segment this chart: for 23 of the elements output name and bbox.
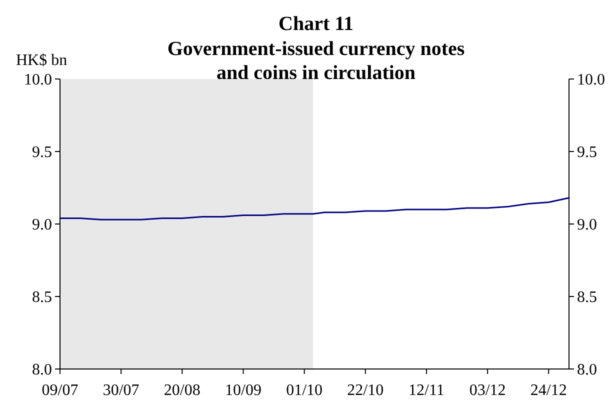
x-tick-label: 24/12 xyxy=(530,382,567,399)
y-tick-label: 8.0 xyxy=(32,362,52,379)
x-tick-label: 01/10 xyxy=(286,382,323,399)
x-tick-label: 09/07 xyxy=(42,382,78,399)
y2-tick-label: 10.0 xyxy=(577,72,605,89)
y2-tick-label: 9.5 xyxy=(577,144,597,162)
x-tick-label: 30/07 xyxy=(102,382,140,399)
x-tick-label: 20/08 xyxy=(164,382,200,399)
y-tick-label: 9.5 xyxy=(32,144,52,162)
line-series xyxy=(59,197,570,220)
x-tick-label: 22/10 xyxy=(347,382,384,399)
y2-tick-label: 9.0 xyxy=(577,216,597,234)
x-tick-label: 03/12 xyxy=(469,382,506,399)
y-tick-label: 8.5 xyxy=(32,289,52,306)
y2-tick-label: 8.5 xyxy=(577,289,597,306)
y-axis-title: HK$ bn xyxy=(16,52,68,69)
y2-tick-label: 8.0 xyxy=(577,362,597,379)
y-tick-label: 10.0 xyxy=(24,72,52,89)
x-tick-label: 10/09 xyxy=(225,382,262,399)
chart-title: Chart 11 xyxy=(278,13,354,35)
x-tick-label: 12/11 xyxy=(408,382,444,399)
chart-subtitle: Government-issued currency notes and coins in circulation xyxy=(167,38,465,84)
y-tick-label: 9.0 xyxy=(32,216,52,234)
